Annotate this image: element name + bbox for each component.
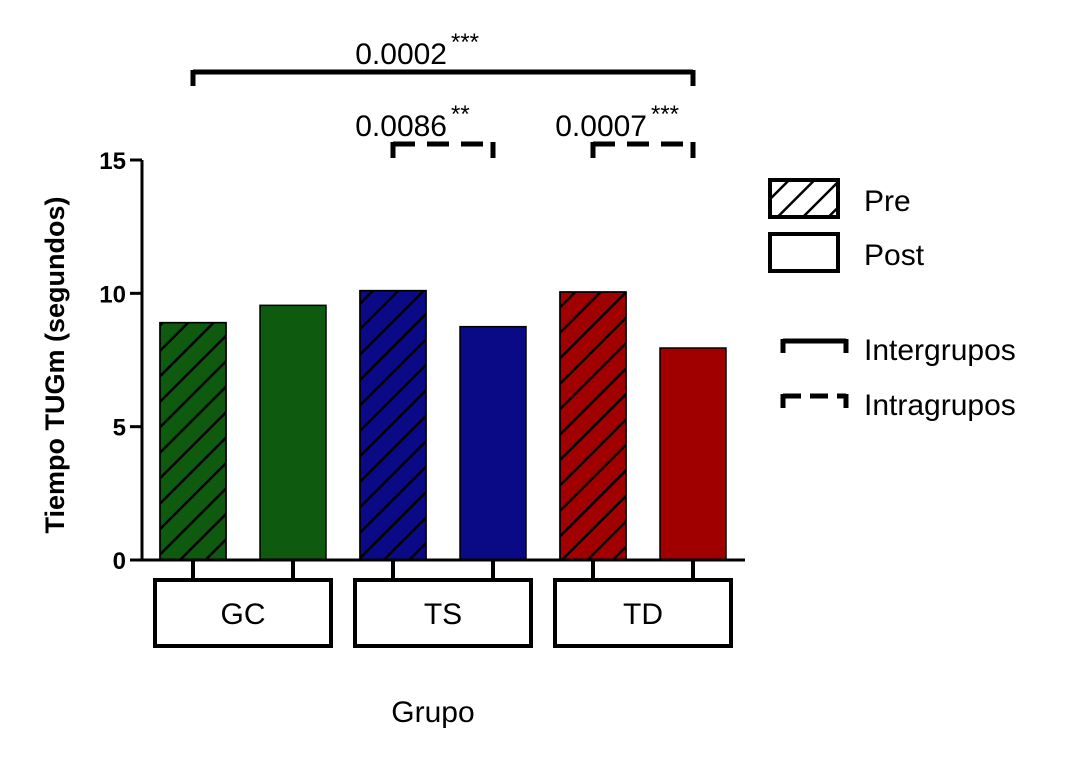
- legend-label-intergrupos: Intergrupos: [864, 334, 1016, 367]
- bar-gc-post: [259, 304, 327, 561]
- significance-pvalue: 0.0002: [355, 38, 447, 71]
- legend-label-intragrupos: Intragrupos: [864, 389, 1016, 422]
- legend-label-pre: Pre: [864, 185, 911, 218]
- legend-swatch-hatch: [768, 178, 840, 219]
- category-label-gc: GC: [221, 598, 266, 631]
- category-label-td: TD: [623, 598, 663, 631]
- group-box-ts: [353, 578, 533, 648]
- significance-stars: ***: [651, 101, 679, 128]
- legend-label-post: Post: [864, 239, 925, 272]
- legend-swatch-post: [768, 232, 840, 273]
- bar-ts-post: [459, 325, 527, 561]
- y-axis-title: Tiempo TUGm (segundos): [40, 196, 70, 533]
- y-tick-label: 10: [99, 281, 126, 308]
- category-label-ts: TS: [424, 598, 462, 631]
- y-tick-label: 5: [113, 415, 126, 442]
- y-tick-label: 15: [99, 148, 126, 175]
- group-box-gc: [153, 578, 333, 648]
- bar-td-post: [659, 347, 727, 561]
- x-axis-title: Grupo: [391, 696, 474, 729]
- significance-stars: **: [451, 101, 470, 128]
- significance-pvalue: 0.0007: [555, 110, 647, 143]
- bar-hatch-overlay: [359, 289, 427, 561]
- significance-pvalue: 0.0086: [355, 110, 447, 143]
- bar-hatch-overlay: [159, 321, 227, 561]
- group-box-td: [553, 578, 733, 648]
- bar-hatch-overlay: [559, 291, 627, 561]
- significance-stars: ***: [451, 29, 479, 56]
- y-tick-label: 0: [113, 548, 126, 575]
